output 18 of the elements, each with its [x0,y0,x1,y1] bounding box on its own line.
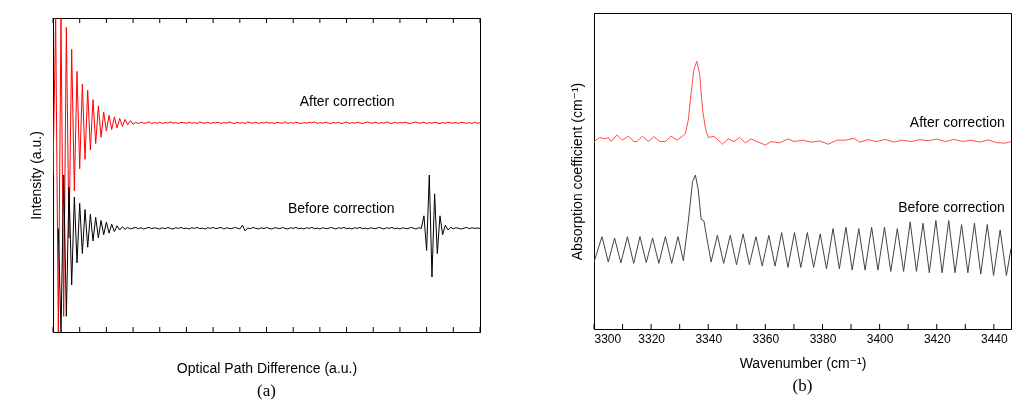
x-tick-label: 3300 [594,331,622,346]
x-tick-label: 3400 [866,331,894,346]
x-tick-label: 3440 [981,331,1009,346]
y-axis-title: Absorption coefficient (cm⁻¹) [568,82,585,261]
series-label: Before correction [898,198,1005,215]
x-tick-label: 3360 [752,331,780,346]
x-tick-label: 3420 [923,331,951,346]
text: (a) [257,381,276,400]
series-label: After correction [909,113,1005,130]
x-tick-label: 3320 [638,331,666,346]
text: (b) [792,376,813,395]
x-tick-label: 3380 [809,331,837,346]
x-axis-title: Optical Path Difference (a.u.) [176,359,358,376]
x-axis-title: Wavenumber (cm⁻¹) [739,354,867,371]
series-label: Before correction [287,200,395,217]
series-label: After correction [299,92,395,109]
x-tick-label: 3340 [695,331,723,346]
y-axis-title: Intensity (a.u.) [27,131,44,220]
